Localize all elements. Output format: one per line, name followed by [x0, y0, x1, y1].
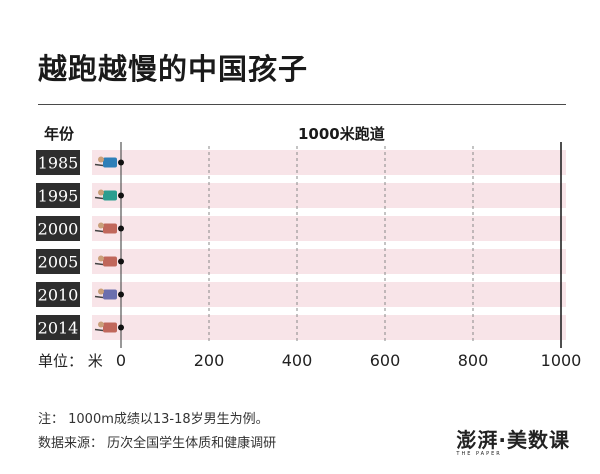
runner-position-dot — [118, 291, 124, 298]
runner-position-dot — [118, 225, 124, 232]
footnote: 注： 1000m成绩以13-18岁男生为例。 — [38, 412, 269, 427]
runner-head — [98, 255, 104, 262]
runner-head — [98, 321, 104, 328]
runner-head — [98, 189, 104, 196]
brand-name: 澎湃·美数课 — [456, 428, 570, 452]
year-badge — [36, 315, 80, 340]
runner-body — [103, 256, 117, 267]
year-label: 2005 — [38, 253, 79, 272]
year-column-header: 年份 — [44, 125, 75, 143]
track-lane — [92, 249, 566, 274]
x-tick-label: 0 — [116, 351, 126, 370]
runner-legs — [94, 163, 104, 167]
data-source: 数据来源： 历次全国学生体质和健康调研 — [38, 436, 277, 451]
year-label: 2014 — [38, 319, 79, 338]
runner-legs — [94, 295, 104, 299]
year-badge — [36, 183, 80, 208]
x-tick-label: 200 — [194, 351, 225, 370]
runner-body — [103, 322, 117, 333]
x-tick-label: 1000 — [541, 351, 582, 370]
track-lane — [92, 282, 566, 307]
runner-position-dot — [118, 159, 124, 166]
track-lane — [92, 216, 566, 241]
year-badge — [36, 216, 80, 241]
runner-body — [103, 289, 117, 300]
runner-body — [103, 223, 117, 234]
runner-body — [103, 157, 117, 168]
chart-title: 越跑越慢的中国孩子 — [38, 52, 309, 86]
x-tick-label: 600 — [370, 351, 401, 370]
year-badge — [36, 249, 80, 274]
year-label: 1995 — [38, 187, 79, 206]
brand-subtitle: THE PAPER — [456, 451, 502, 457]
track-lane — [92, 315, 566, 340]
year-label: 2010 — [38, 286, 79, 305]
track-lane — [92, 183, 566, 208]
year-label: 2000 — [38, 220, 79, 239]
runner-body — [103, 190, 117, 201]
runner-legs — [94, 196, 104, 200]
runner-head — [98, 222, 104, 229]
year-badge — [36, 150, 80, 175]
track-column-header: 1000米跑道 — [298, 125, 385, 143]
runner-head — [98, 156, 104, 163]
runner-position-dot — [118, 258, 124, 265]
runner-position-dot — [118, 192, 124, 199]
track-lane — [92, 150, 566, 175]
unit-label: 单位： 米 — [38, 352, 103, 370]
runner-legs — [94, 229, 104, 233]
x-tick-label: 400 — [282, 351, 313, 370]
runner-legs — [94, 328, 104, 332]
runner-head — [98, 288, 104, 295]
runner-position-dot — [118, 324, 124, 331]
brand-logo: 澎湃·美数课 THE PAPER — [456, 424, 570, 457]
title-divider — [38, 104, 566, 105]
year-label: 1985 — [38, 154, 79, 173]
year-badge — [36, 282, 80, 307]
runner-legs — [94, 262, 104, 266]
x-tick-label: 800 — [458, 351, 489, 370]
